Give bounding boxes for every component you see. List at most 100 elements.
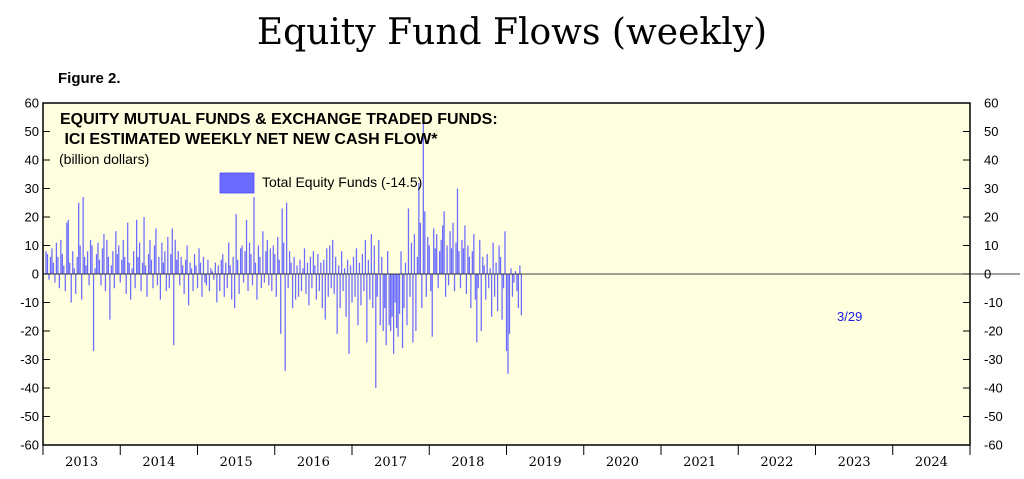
bar [422,120,424,274]
bar [183,274,185,294]
y-tick-label-right: -10 [984,295,1003,310]
bar [300,274,303,292]
legend-label: Total Equity Funds (-14.5) [262,174,422,190]
bar [516,274,518,292]
bar [89,239,92,274]
bar [92,274,95,351]
bar [403,274,405,309]
bar [299,259,301,274]
bar [196,274,199,289]
bar [253,197,255,274]
bar [97,242,99,274]
bar [485,274,487,300]
bar [379,274,381,326]
bar [394,274,396,303]
y-tick-label-left: -20 [20,324,39,339]
bar [67,219,69,274]
bar [100,274,102,286]
bar [256,274,258,300]
bar [340,251,343,274]
bar [121,259,123,274]
bar [149,239,151,274]
bar [317,254,319,274]
bar [280,274,282,334]
bar [185,259,187,274]
bar [141,262,144,274]
bar [480,274,482,331]
bar [103,234,105,274]
bar [355,248,358,274]
bar [458,251,460,274]
y-tick-label-right: -60 [984,438,1003,453]
bar [60,239,62,274]
bar [193,254,196,274]
bar [170,254,172,274]
bar [456,188,459,274]
bar [375,274,377,388]
bar [335,256,337,274]
bar [232,256,234,274]
bar [248,242,251,274]
bar [167,236,169,274]
bar [82,197,84,274]
bar [73,268,75,274]
bar [217,265,219,274]
bar [513,274,515,283]
y-tick-label-left: -10 [20,295,39,310]
bar [510,268,512,274]
bar [493,274,496,297]
bar [439,251,441,274]
bar [520,274,522,316]
bar [76,256,78,274]
bar [381,256,383,274]
bar [235,214,237,274]
bar [213,274,215,280]
bar [431,274,433,337]
bar [288,251,291,274]
x-tick-label: 2019 [529,455,562,470]
y-tick-label-left: 40 [25,153,39,168]
bar [455,242,457,274]
bar [287,274,289,289]
bar [250,254,252,274]
bar [306,262,309,274]
y-tick-label-right: -30 [984,352,1003,367]
bar [378,239,380,274]
y-tick-label-left: 30 [25,181,39,196]
bar [406,274,408,326]
bar [477,274,479,289]
bar [348,274,350,354]
bar [318,274,320,292]
bar [63,265,65,274]
x-tick-label: 2022 [760,455,793,470]
bar [453,274,456,292]
bar [468,256,470,274]
bar [346,259,349,274]
bar [216,274,218,303]
bar [409,274,411,297]
bar [254,262,257,274]
bar [150,259,153,274]
bar [369,274,371,300]
bar [54,274,56,283]
y-tick-label-right: 60 [984,96,998,111]
bar [357,274,359,326]
bar [72,251,74,274]
bar [366,274,368,343]
bar [208,274,211,292]
bar [171,228,173,274]
legend-swatch [219,172,255,194]
bar [483,265,485,274]
bar [342,274,344,292]
bar [387,251,389,274]
bar [81,274,83,300]
bar [195,265,197,274]
bar [174,239,176,274]
bar [297,274,300,297]
bar [330,274,332,289]
bar [52,262,55,274]
page-title: Equity Fund Flows (weekly) [256,12,768,53]
x-tick-label: 2013 [65,455,98,470]
bar [373,245,375,274]
bar [202,256,205,274]
